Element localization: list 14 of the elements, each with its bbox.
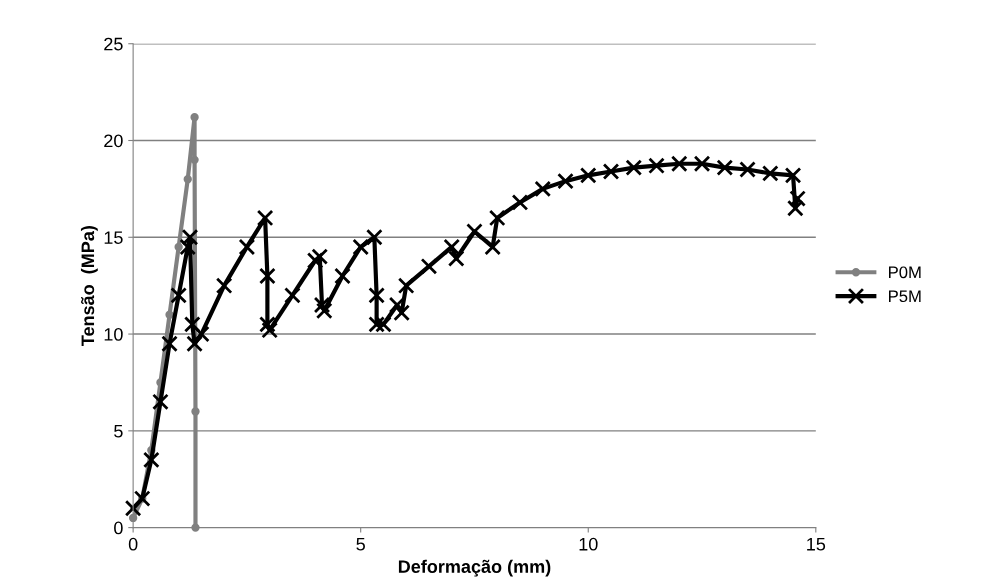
y-tick-label: 0 xyxy=(114,521,123,535)
x-tick-label: 10 xyxy=(579,537,598,551)
y-tick-label: 5 xyxy=(114,424,123,438)
y-tick-label: 25 xyxy=(104,37,123,51)
y-tick-label: 20 xyxy=(104,134,123,148)
legend-label: P5M xyxy=(889,290,921,303)
x-tick-label: 0 xyxy=(128,537,138,551)
y-tick-label: 10 xyxy=(104,327,123,341)
x-tick-label: 15 xyxy=(807,538,826,551)
x-axis-title: Deformação (mm) xyxy=(398,559,551,577)
x-tick-label: 5 xyxy=(356,538,365,551)
y-tick-label: 15 xyxy=(104,231,123,244)
legend-label: P0M xyxy=(889,266,921,279)
y-axis-title: Tensão (MPa) xyxy=(80,226,98,346)
